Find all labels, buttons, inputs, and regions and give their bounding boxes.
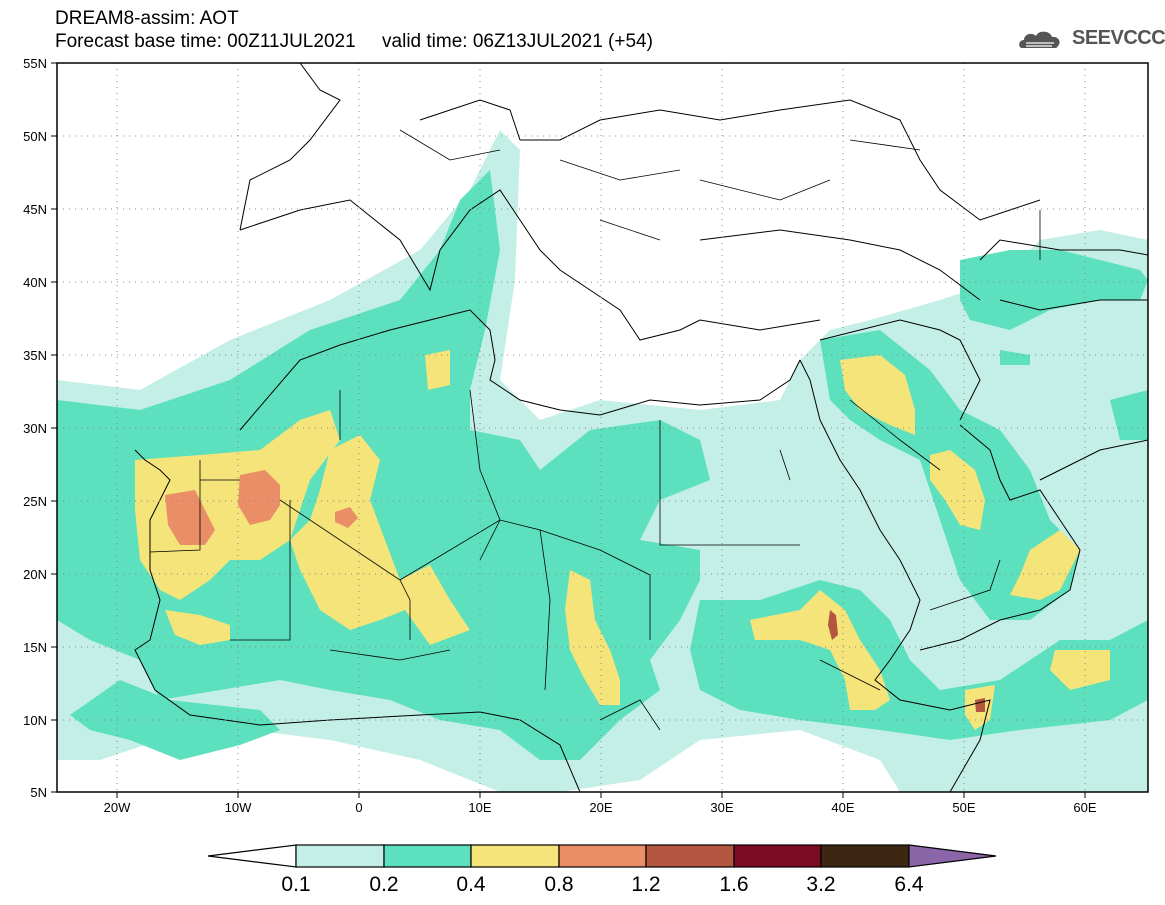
colorbar-label: 6.4 xyxy=(894,873,924,896)
lat-label: 15N xyxy=(23,640,47,655)
colorbar-arrow-high xyxy=(908,844,997,868)
lat-label: 50N xyxy=(23,129,47,144)
lon-label: 20E xyxy=(589,800,612,815)
seevccc-logo: SEEVCCC xyxy=(1072,27,1165,49)
lon-label: 10E xyxy=(468,800,491,815)
longitude-labels: 20W 10W 0 10E 20E 30E 40E 50E 60E xyxy=(104,800,1097,815)
colorbar-label: 0.1 xyxy=(281,873,310,896)
lon-label: 60E xyxy=(1073,800,1096,815)
aot-field xyxy=(57,63,1148,792)
map-title: DREAM8-assim: AOT xyxy=(55,8,239,29)
colorbar-segment xyxy=(470,844,560,868)
coastlines xyxy=(134,63,1148,792)
colorbar-label: 1.6 xyxy=(719,873,748,896)
axis-ticks xyxy=(51,62,1086,798)
colorbar-labels: 0.1 0.2 0.4 0.8 1.2 1.6 3.2 6.4 xyxy=(281,873,924,896)
country-borders xyxy=(149,129,1041,731)
lat-label: 45N xyxy=(23,202,47,217)
colorbar-segment xyxy=(820,844,910,868)
colorbar-label: 3.2 xyxy=(806,873,835,896)
colorbar-segment xyxy=(558,844,647,868)
lon-label: 40E xyxy=(831,800,854,815)
lat-label: 35N xyxy=(23,348,47,363)
cloud-icon xyxy=(1019,31,1060,48)
latitude-labels: 55N 50N 45N 40N 35N 30N 25N 20N 15N 10N … xyxy=(23,56,47,800)
lat-label: 55N xyxy=(23,56,47,71)
lon-label: 30E xyxy=(710,800,733,815)
colorbar-label: 0.8 xyxy=(544,873,573,896)
aot-level-0.4 xyxy=(135,350,1110,730)
aot-level-0.8 xyxy=(165,470,358,545)
lon-label: 20W xyxy=(104,800,131,815)
lat-label: 40N xyxy=(23,275,47,290)
colorbar-label: 0.4 xyxy=(456,873,486,896)
colorbar-arrow-low xyxy=(207,844,297,868)
lat-label: 30N xyxy=(23,421,47,436)
colorbar-segment xyxy=(295,844,385,868)
colorbar xyxy=(207,844,997,868)
lon-label: 10W xyxy=(225,800,252,815)
lat-label: 20N xyxy=(23,567,47,582)
lat-label: 25N xyxy=(23,494,47,509)
colorbar-segment xyxy=(383,844,472,868)
colorbar-segment xyxy=(645,844,735,868)
lon-label: 0 xyxy=(355,800,362,815)
colorbar-label: 1.2 xyxy=(631,873,660,896)
lon-label: 50E xyxy=(952,800,975,815)
lat-label: 5N xyxy=(30,785,47,800)
colorbar-label: 0.2 xyxy=(369,873,398,896)
forecast-time-line: Forecast base time: 00Z11JUL2021 valid t… xyxy=(55,31,653,52)
lat-label: 10N xyxy=(23,713,47,728)
colorbar-segment xyxy=(733,844,822,868)
